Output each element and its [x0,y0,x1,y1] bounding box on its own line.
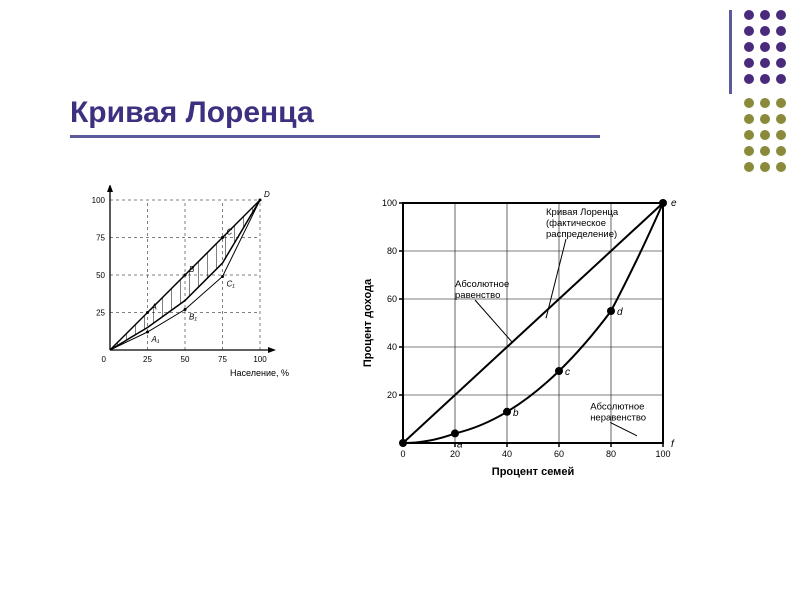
svg-text:60: 60 [387,294,397,304]
svg-text:распределение): распределение) [546,229,617,240]
svg-text:a: a [457,439,463,450]
svg-text:Процент дохода: Процент дохода [362,278,374,367]
svg-text:25: 25 [96,309,105,318]
svg-text:e: e [671,198,677,209]
deco-dot [776,58,786,68]
deco-dot [744,146,754,156]
svg-text:20: 20 [387,390,397,400]
deco-dot [760,42,770,52]
deco-dot [776,26,786,36]
svg-text:c: c [565,367,570,378]
deco-dot [776,74,786,84]
deco-dot [744,42,754,52]
svg-text:(фактическое: (фактическое [546,218,606,229]
dot-grid-mid [744,98,786,172]
deco-dot [744,74,754,84]
svg-text:75: 75 [218,355,227,364]
svg-text:f: f [671,439,675,450]
svg-text:0: 0 [400,449,405,459]
deco-dot [744,26,754,36]
svg-text:d: d [617,307,623,318]
deco-dot [760,58,770,68]
chart-left: 2550751002550751000ABCDA₁B₁C₁Доход, %Нас… [80,185,310,405]
svg-text:20: 20 [450,449,460,459]
svg-text:неравенство: неравенство [590,412,646,423]
deco-dot [760,26,770,36]
deco-dot [776,162,786,172]
svg-text:Население, %: Население, % [230,368,289,378]
deco-dot [760,98,770,108]
deco-dot [776,10,786,20]
svg-text:B: B [189,265,195,274]
deco-dot [760,162,770,172]
deco-dot [760,74,770,84]
svg-text:40: 40 [502,449,512,459]
svg-text:50: 50 [181,355,190,364]
svg-text:100: 100 [382,198,397,208]
svg-text:Абсолютное: Абсолютное [455,279,509,290]
svg-text:C: C [227,228,233,237]
chart-right: 0 20 40 60 80 100 20 40 60 80 100 a b c d e f Кривая Лоре… [355,195,725,495]
deco-dot [776,98,786,108]
svg-text:40: 40 [387,342,397,352]
svg-text:B₁: B₁ [189,313,197,322]
svg-text:равенство: равенство [455,290,500,301]
deco-dot [776,114,786,124]
chart-left-svg: 2550751002550751000ABCDA₁B₁C₁Доход, %Нас… [80,185,310,405]
deco-dot [760,146,770,156]
svg-text:100: 100 [253,355,267,364]
deco-dot [776,130,786,140]
svg-text:75: 75 [96,234,105,243]
svg-text:60: 60 [554,449,564,459]
title-underline [70,135,600,138]
dot-grid-top [744,10,786,84]
svg-text:0: 0 [102,355,107,364]
svg-text:100: 100 [92,196,106,205]
svg-text:Процент семей: Процент семей [492,466,574,478]
deco-dot [760,10,770,20]
deco-dot [776,42,786,52]
slide: Кривая Лоренца 25 50 75 100 25 50 75 100 0 A B C D A₁… [0,0,800,600]
svg-text:50: 50 [96,271,105,280]
svg-text:80: 80 [387,246,397,256]
svg-text:D: D [264,190,270,199]
svg-text:Кривая Лоренца: Кривая Лоренца [546,207,619,218]
svg-text:A₁: A₁ [151,335,160,344]
deco-dot [744,58,754,68]
svg-text:25: 25 [143,355,152,364]
deco-dot [744,10,754,20]
svg-text:100: 100 [655,449,670,459]
deco-dot [760,130,770,140]
chart-right-svg: 0 20 40 60 80 100 20 40 60 80 100 a b c d e f Кривая Лоре… [355,195,725,495]
page-title: Кривая Лоренца [70,96,314,130]
svg-text:80: 80 [606,449,616,459]
deco-dot [744,130,754,140]
svg-text:A: A [151,303,157,312]
svg-text:b: b [513,408,519,419]
deco-dot [760,114,770,124]
deco-dot [744,162,754,172]
accent-vertical [729,10,732,94]
svg-text:Абсолютное: Абсолютное [590,401,644,412]
svg-text:C₁: C₁ [227,280,236,289]
deco-dot [744,114,754,124]
deco-dot [776,146,786,156]
deco-dot [744,98,754,108]
